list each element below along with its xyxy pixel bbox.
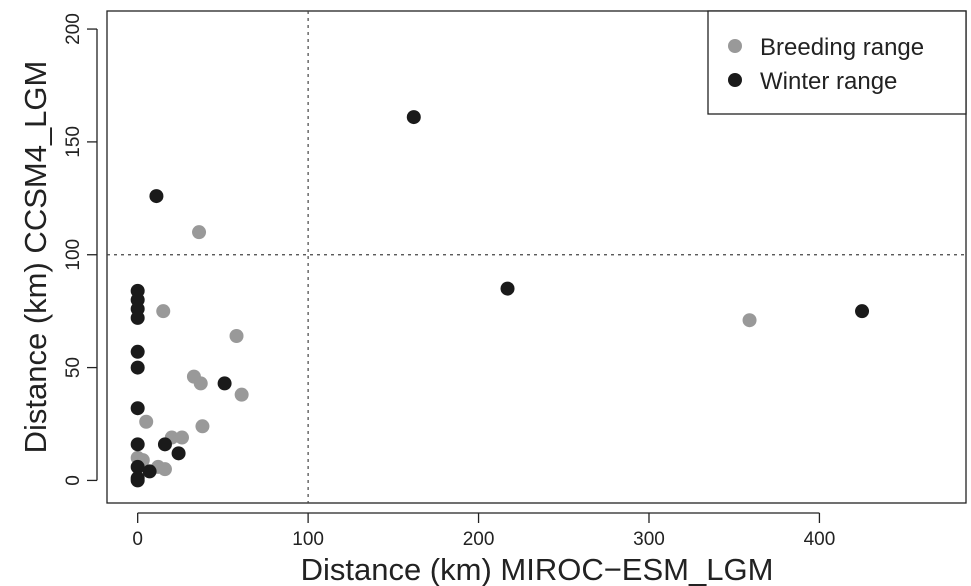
breeding-range-point <box>192 225 207 240</box>
breeding-range-point <box>195 419 210 434</box>
reference-lines <box>107 11 966 503</box>
x-tick-label: 400 <box>804 529 836 550</box>
y-axis-title: Distance (km) CCSM4_LGM <box>18 61 53 454</box>
winter-range-point <box>406 110 421 125</box>
winter-range-point <box>130 473 145 488</box>
data-points <box>130 110 870 488</box>
y-tick-label: 0 <box>63 475 84 486</box>
x-tick-label: 200 <box>463 529 495 550</box>
legend-marker-winter <box>728 73 742 87</box>
legend: Breeding range Winter range <box>707 10 967 115</box>
winter-range-point <box>217 376 232 391</box>
winter-range-point <box>855 304 870 319</box>
winter-range-point <box>130 437 145 452</box>
x-axis: 0 100 200 300 400 <box>132 512 836 550</box>
winter-range-point <box>157 437 172 452</box>
winter-range-point <box>142 464 157 479</box>
winter-range-point <box>130 401 145 416</box>
y-tick-label: 50 <box>63 357 84 378</box>
y-tick-label: 150 <box>63 126 84 158</box>
legend-marker-breeding <box>728 39 742 53</box>
breeding-range-point <box>157 462 172 477</box>
winter-range-point <box>130 459 145 474</box>
breeding-range-point <box>229 328 244 343</box>
plot-frame <box>106 10 967 504</box>
breeding-range-point <box>742 313 757 328</box>
legend-label-breeding: Breeding range <box>760 34 924 61</box>
breeding-range-point <box>174 430 189 445</box>
winter-range-point <box>171 446 186 461</box>
breeding-range-point <box>156 304 171 319</box>
x-tick-label: 100 <box>292 529 324 550</box>
winter-range-point <box>130 360 145 375</box>
winter-range-point <box>130 344 145 359</box>
legend-label-winter: Winter range <box>760 68 897 95</box>
winter-range-point <box>130 310 145 325</box>
x-tick-label: 300 <box>633 529 665 550</box>
legend-box <box>707 10 967 115</box>
winter-range-point <box>149 189 164 204</box>
y-tick-label: 200 <box>63 13 84 45</box>
breeding-range-point <box>193 376 208 391</box>
x-tick-label: 0 <box>132 529 143 550</box>
breeding-range-point <box>234 387 249 402</box>
y-tick-label: 100 <box>63 239 84 271</box>
x-axis-title: Distance (km) MIROC−ESM_LGM <box>301 552 774 586</box>
y-axis: 0 50 100 150 200 <box>63 13 98 486</box>
breeding-range-point <box>139 414 154 429</box>
winter-range-point <box>500 281 515 296</box>
